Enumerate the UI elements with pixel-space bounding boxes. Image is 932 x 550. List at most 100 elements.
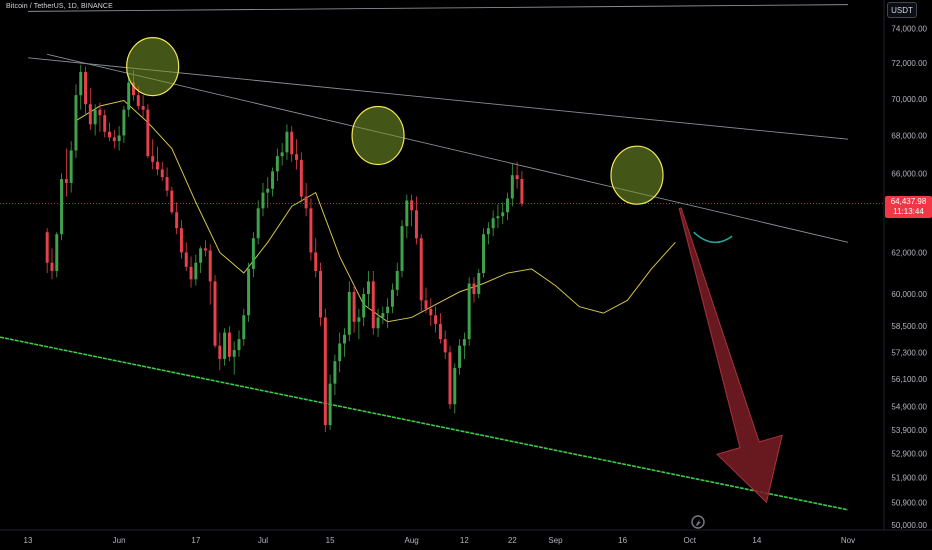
candle-body xyxy=(304,196,308,209)
candle-body xyxy=(390,289,394,307)
x-tick-label: 14 xyxy=(752,536,761,545)
candle-body xyxy=(175,212,179,229)
y-tick-label: 58,500.00 xyxy=(891,322,927,331)
candle-body xyxy=(328,383,332,426)
candle-body xyxy=(438,323,442,340)
candle-body xyxy=(84,71,88,105)
candle-body xyxy=(203,248,207,251)
candle-body xyxy=(88,104,92,125)
candle-body xyxy=(50,262,54,271)
candle-body xyxy=(218,345,222,359)
candle-body xyxy=(79,71,83,96)
candle-body xyxy=(295,154,299,160)
x-tick-label: Oct xyxy=(684,536,697,545)
currency-button[interactable]: USDT xyxy=(887,2,917,18)
candle-body xyxy=(338,343,342,362)
moving-average-line xyxy=(75,100,676,323)
candle-body xyxy=(443,339,447,353)
candle-body xyxy=(208,250,212,282)
candle-body xyxy=(146,109,150,157)
candle-body xyxy=(453,367,457,405)
candle-body xyxy=(299,159,303,197)
candle-body xyxy=(506,198,510,213)
candle-body xyxy=(290,131,294,155)
candle-body xyxy=(448,352,452,405)
candle-body xyxy=(410,200,414,211)
candle-body xyxy=(472,283,476,295)
candle-body xyxy=(419,238,423,301)
y-tick-label: 51,900.00 xyxy=(891,474,927,483)
candle-body xyxy=(510,175,514,199)
candle-body xyxy=(55,234,59,271)
candle-body xyxy=(323,317,327,426)
candle-body xyxy=(477,273,481,295)
candle-body xyxy=(376,317,380,329)
candle-body xyxy=(352,291,356,322)
x-tick-label: 13 xyxy=(24,536,33,545)
candle-body xyxy=(237,339,241,351)
candle-body xyxy=(136,95,140,107)
candle-body xyxy=(462,339,466,346)
y-tick-label: 50,000.00 xyxy=(891,521,927,530)
candle-body xyxy=(309,208,313,253)
candle-body xyxy=(127,82,131,110)
candle-body xyxy=(151,156,155,162)
bar-countdown: 11:13:44 xyxy=(893,207,924,216)
y-tick-label: 57,300.00 xyxy=(891,348,927,357)
candle-body xyxy=(424,300,428,309)
tradingview-logo-icon[interactable] xyxy=(691,515,705,529)
x-tick-label: Jun xyxy=(113,536,126,545)
candle-body xyxy=(371,281,375,329)
candle-body xyxy=(486,228,490,235)
x-tick-label: 22 xyxy=(508,536,517,545)
candle-body xyxy=(319,270,323,318)
candle-body xyxy=(501,212,505,217)
candle-body xyxy=(179,228,183,253)
candle-body xyxy=(232,350,236,357)
candle-body xyxy=(271,171,275,189)
x-tick-label: Sep xyxy=(548,536,563,545)
candle-body xyxy=(314,252,318,271)
candle-body xyxy=(132,82,135,96)
last-price-tag: 64,437.98 11:13:44 xyxy=(885,196,932,218)
y-tick-label: 70,000.00 xyxy=(891,95,927,104)
x-tick-label: Nov xyxy=(841,536,855,545)
candle-body xyxy=(108,131,112,138)
candle-body xyxy=(333,361,337,384)
candle-body xyxy=(491,218,495,229)
candle-body xyxy=(381,313,385,318)
grid-layer xyxy=(0,0,932,531)
candle-body xyxy=(386,306,390,314)
y-tick-label: 54,900.00 xyxy=(891,403,927,412)
candle-body xyxy=(347,291,351,335)
candle-body xyxy=(122,109,126,136)
candle-body xyxy=(285,131,289,153)
candle-body xyxy=(242,315,246,340)
candle-body xyxy=(482,234,486,274)
candle-body xyxy=(60,179,64,235)
candle-body xyxy=(160,169,164,178)
y-tick-label: 66,000.00 xyxy=(891,169,927,178)
axis-layer: 74,000.00 72,000.00 70,000.00 68,000.00 66,0… xyxy=(24,24,928,545)
support-line xyxy=(0,336,849,511)
trendline xyxy=(47,53,849,243)
y-tick-label: 60,000.00 xyxy=(891,290,927,299)
y-tick-label: 72,000.00 xyxy=(891,59,927,68)
candle-body xyxy=(266,188,270,193)
highlight-circle xyxy=(610,145,664,205)
annotation-layer xyxy=(126,37,783,504)
candle-body xyxy=(93,109,97,125)
y-tick-label: 74,000.00 xyxy=(891,24,927,33)
candle-body xyxy=(520,179,524,204)
candle-body xyxy=(275,156,279,172)
y-tick-label: 50,900.00 xyxy=(891,498,927,507)
x-tick-label: 15 xyxy=(326,536,335,545)
candle-body xyxy=(362,294,366,318)
candle-body xyxy=(247,268,251,316)
candle-body xyxy=(117,135,121,142)
projection-arrow xyxy=(678,207,783,504)
candle-body xyxy=(213,281,217,346)
candle-body xyxy=(189,266,193,280)
candle-body xyxy=(357,317,361,322)
